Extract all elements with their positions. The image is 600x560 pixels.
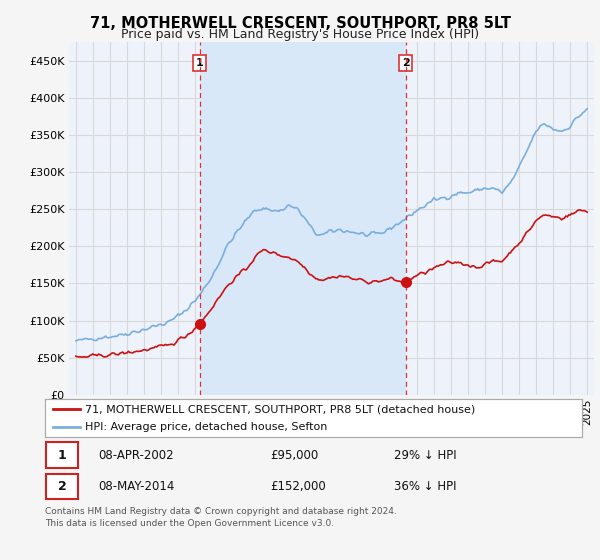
Text: 1: 1	[58, 449, 67, 461]
Text: 71, MOTHERWELL CRESCENT, SOUTHPORT, PR8 5LT (detached house): 71, MOTHERWELL CRESCENT, SOUTHPORT, PR8 …	[85, 404, 476, 414]
Text: Contains HM Land Registry data © Crown copyright and database right 2024.
This d: Contains HM Land Registry data © Crown c…	[45, 507, 397, 528]
Text: 08-MAY-2014: 08-MAY-2014	[98, 480, 175, 493]
Text: Price paid vs. HM Land Registry's House Price Index (HPI): Price paid vs. HM Land Registry's House …	[121, 28, 479, 41]
Text: 2: 2	[58, 480, 67, 493]
Bar	[46, 474, 78, 500]
Text: 08-APR-2002: 08-APR-2002	[98, 449, 175, 461]
Text: 36% ↓ HPI: 36% ↓ HPI	[394, 480, 457, 493]
Text: 1: 1	[196, 58, 203, 68]
Bar	[46, 442, 78, 468]
Text: 2: 2	[402, 58, 410, 68]
Text: HPI: Average price, detached house, Sefton: HPI: Average price, detached house, Seft…	[85, 422, 328, 432]
Text: 71, MOTHERWELL CRESCENT, SOUTHPORT, PR8 5LT: 71, MOTHERWELL CRESCENT, SOUTHPORT, PR8 …	[89, 16, 511, 31]
Text: £152,000: £152,000	[271, 480, 326, 493]
Bar	[200, 42, 406, 395]
Text: £95,000: £95,000	[271, 449, 319, 461]
Text: 29% ↓ HPI: 29% ↓ HPI	[394, 449, 457, 461]
